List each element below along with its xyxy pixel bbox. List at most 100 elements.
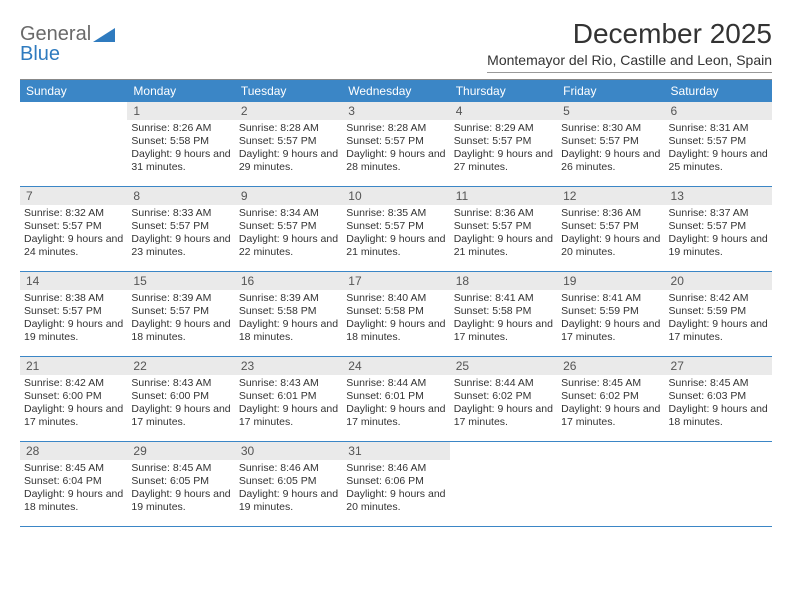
- calendar-day: 15Sunrise: 8:39 AMSunset: 5:57 PMDayligh…: [127, 272, 234, 356]
- sunrise-text: Sunrise: 8:41 AM: [561, 292, 660, 305]
- sunset-text: Sunset: 6:00 PM: [131, 390, 230, 403]
- daylight-text: Daylight: 9 hours and 24 minutes.: [24, 233, 123, 259]
- calendar-day: 23Sunrise: 8:43 AMSunset: 6:01 PMDayligh…: [235, 357, 342, 441]
- sunset-text: Sunset: 5:57 PM: [24, 305, 123, 318]
- day-of-week-header: Sunday: [20, 80, 127, 102]
- day-body: Sunrise: 8:45 AMSunset: 6:02 PMDaylight:…: [557, 375, 664, 436]
- logo-triangle-icon: [93, 26, 115, 42]
- calendar-day: 24Sunrise: 8:44 AMSunset: 6:01 PMDayligh…: [342, 357, 449, 441]
- day-body: Sunrise: 8:43 AMSunset: 6:01 PMDaylight:…: [235, 375, 342, 436]
- day-number: 31: [342, 442, 449, 460]
- day-body: Sunrise: 8:44 AMSunset: 6:01 PMDaylight:…: [342, 375, 449, 436]
- calendar-day: 13Sunrise: 8:37 AMSunset: 5:57 PMDayligh…: [665, 187, 772, 271]
- daylight-text: Daylight: 9 hours and 18 minutes.: [239, 318, 338, 344]
- sunrise-text: Sunrise: 8:30 AM: [561, 122, 660, 135]
- day-of-week-header: Thursday: [450, 80, 557, 102]
- calendar-day: 29Sunrise: 8:45 AMSunset: 6:05 PMDayligh…: [127, 442, 234, 526]
- calendar-day: 20Sunrise: 8:42 AMSunset: 5:59 PMDayligh…: [665, 272, 772, 356]
- logo-text-blue: Blue: [20, 44, 115, 64]
- sunrise-text: Sunrise: 8:45 AM: [561, 377, 660, 390]
- day-number: 26: [557, 357, 664, 375]
- sunrise-text: Sunrise: 8:43 AM: [239, 377, 338, 390]
- daylight-text: Daylight: 9 hours and 17 minutes.: [454, 318, 553, 344]
- sunrise-text: Sunrise: 8:45 AM: [24, 462, 123, 475]
- daylight-text: Daylight: 9 hours and 17 minutes.: [454, 403, 553, 429]
- day-body: Sunrise: 8:36 AMSunset: 5:57 PMDaylight:…: [450, 205, 557, 266]
- sunset-text: Sunset: 6:02 PM: [454, 390, 553, 403]
- sunrise-text: Sunrise: 8:39 AM: [131, 292, 230, 305]
- sunrise-text: Sunrise: 8:28 AM: [239, 122, 338, 135]
- day-body: Sunrise: 8:41 AMSunset: 5:59 PMDaylight:…: [557, 290, 664, 351]
- sunset-text: Sunset: 5:57 PM: [561, 135, 660, 148]
- sunrise-text: Sunrise: 8:40 AM: [346, 292, 445, 305]
- calendar-day: 1Sunrise: 8:26 AMSunset: 5:58 PMDaylight…: [127, 102, 234, 186]
- page-header: General Blue December 2025 Montemayor de…: [20, 18, 772, 73]
- day-body: Sunrise: 8:33 AMSunset: 5:57 PMDaylight:…: [127, 205, 234, 266]
- calendar-day: 28Sunrise: 8:45 AMSunset: 6:04 PMDayligh…: [20, 442, 127, 526]
- title-block: December 2025 Montemayor del Rio, Castil…: [487, 18, 772, 73]
- calendar-day: [20, 102, 127, 186]
- days-of-week-row: SundayMondayTuesdayWednesdayThursdayFrid…: [20, 80, 772, 102]
- daylight-text: Daylight: 9 hours and 21 minutes.: [346, 233, 445, 259]
- sunset-text: Sunset: 5:57 PM: [669, 220, 768, 233]
- day-of-week-header: Monday: [127, 80, 234, 102]
- daylight-text: Daylight: 9 hours and 18 minutes.: [346, 318, 445, 344]
- daylight-text: Daylight: 9 hours and 17 minutes.: [561, 318, 660, 344]
- calendar-day: 10Sunrise: 8:35 AMSunset: 5:57 PMDayligh…: [342, 187, 449, 271]
- day-body: Sunrise: 8:39 AMSunset: 5:58 PMDaylight:…: [235, 290, 342, 351]
- sunset-text: Sunset: 5:57 PM: [131, 305, 230, 318]
- day-body: Sunrise: 8:42 AMSunset: 6:00 PMDaylight:…: [20, 375, 127, 436]
- day-body: Sunrise: 8:28 AMSunset: 5:57 PMDaylight:…: [342, 120, 449, 181]
- calendar-day: 11Sunrise: 8:36 AMSunset: 5:57 PMDayligh…: [450, 187, 557, 271]
- day-of-week-header: Wednesday: [342, 80, 449, 102]
- sunrise-text: Sunrise: 8:35 AM: [346, 207, 445, 220]
- calendar-day: [557, 442, 664, 526]
- sunrise-text: Sunrise: 8:36 AM: [561, 207, 660, 220]
- day-of-week-header: Saturday: [665, 80, 772, 102]
- sunset-text: Sunset: 6:00 PM: [24, 390, 123, 403]
- sunrise-text: Sunrise: 8:46 AM: [239, 462, 338, 475]
- day-body: Sunrise: 8:46 AMSunset: 6:05 PMDaylight:…: [235, 460, 342, 521]
- sunrise-text: Sunrise: 8:26 AM: [131, 122, 230, 135]
- daylight-text: Daylight: 9 hours and 19 minutes.: [239, 488, 338, 514]
- calendar-day: 16Sunrise: 8:39 AMSunset: 5:58 PMDayligh…: [235, 272, 342, 356]
- day-body: Sunrise: 8:38 AMSunset: 5:57 PMDaylight:…: [20, 290, 127, 351]
- sunset-text: Sunset: 5:57 PM: [346, 135, 445, 148]
- daylight-text: Daylight: 9 hours and 23 minutes.: [131, 233, 230, 259]
- calendar-day: 17Sunrise: 8:40 AMSunset: 5:58 PMDayligh…: [342, 272, 449, 356]
- calendar-day: [665, 442, 772, 526]
- day-body: Sunrise: 8:41 AMSunset: 5:58 PMDaylight:…: [450, 290, 557, 351]
- calendar-day: 14Sunrise: 8:38 AMSunset: 5:57 PMDayligh…: [20, 272, 127, 356]
- calendar-day: [450, 442, 557, 526]
- daylight-text: Daylight: 9 hours and 19 minutes.: [669, 233, 768, 259]
- day-number: 11: [450, 187, 557, 205]
- day-number: 20: [665, 272, 772, 290]
- sunrise-text: Sunrise: 8:41 AM: [454, 292, 553, 305]
- sunset-text: Sunset: 6:05 PM: [131, 475, 230, 488]
- day-of-week-header: Tuesday: [235, 80, 342, 102]
- sunset-text: Sunset: 5:57 PM: [131, 220, 230, 233]
- sunset-text: Sunset: 5:59 PM: [561, 305, 660, 318]
- page-title: December 2025: [487, 18, 772, 50]
- sunset-text: Sunset: 6:03 PM: [669, 390, 768, 403]
- logo: General Blue: [20, 24, 115, 64]
- calendar-day: 4Sunrise: 8:29 AMSunset: 5:57 PMDaylight…: [450, 102, 557, 186]
- sunrise-text: Sunrise: 8:33 AM: [131, 207, 230, 220]
- daylight-text: Daylight: 9 hours and 25 minutes.: [669, 148, 768, 174]
- calendar-day: 25Sunrise: 8:44 AMSunset: 6:02 PMDayligh…: [450, 357, 557, 441]
- calendar-day: 30Sunrise: 8:46 AMSunset: 6:05 PMDayligh…: [235, 442, 342, 526]
- calendar-week: 28Sunrise: 8:45 AMSunset: 6:04 PMDayligh…: [20, 442, 772, 527]
- day-body: Sunrise: 8:34 AMSunset: 5:57 PMDaylight:…: [235, 205, 342, 266]
- day-number: 4: [450, 102, 557, 120]
- sunrise-text: Sunrise: 8:28 AM: [346, 122, 445, 135]
- day-body: Sunrise: 8:37 AMSunset: 5:57 PMDaylight:…: [665, 205, 772, 266]
- day-body: Sunrise: 8:29 AMSunset: 5:57 PMDaylight:…: [450, 120, 557, 181]
- calendar-week: 14Sunrise: 8:38 AMSunset: 5:57 PMDayligh…: [20, 272, 772, 357]
- daylight-text: Daylight: 9 hours and 17 minutes.: [561, 403, 660, 429]
- sunset-text: Sunset: 6:05 PM: [239, 475, 338, 488]
- daylight-text: Daylight: 9 hours and 20 minutes.: [561, 233, 660, 259]
- sunset-text: Sunset: 5:57 PM: [239, 220, 338, 233]
- day-body: Sunrise: 8:45 AMSunset: 6:04 PMDaylight:…: [20, 460, 127, 521]
- daylight-text: Daylight: 9 hours and 17 minutes.: [239, 403, 338, 429]
- day-number: 28: [20, 442, 127, 460]
